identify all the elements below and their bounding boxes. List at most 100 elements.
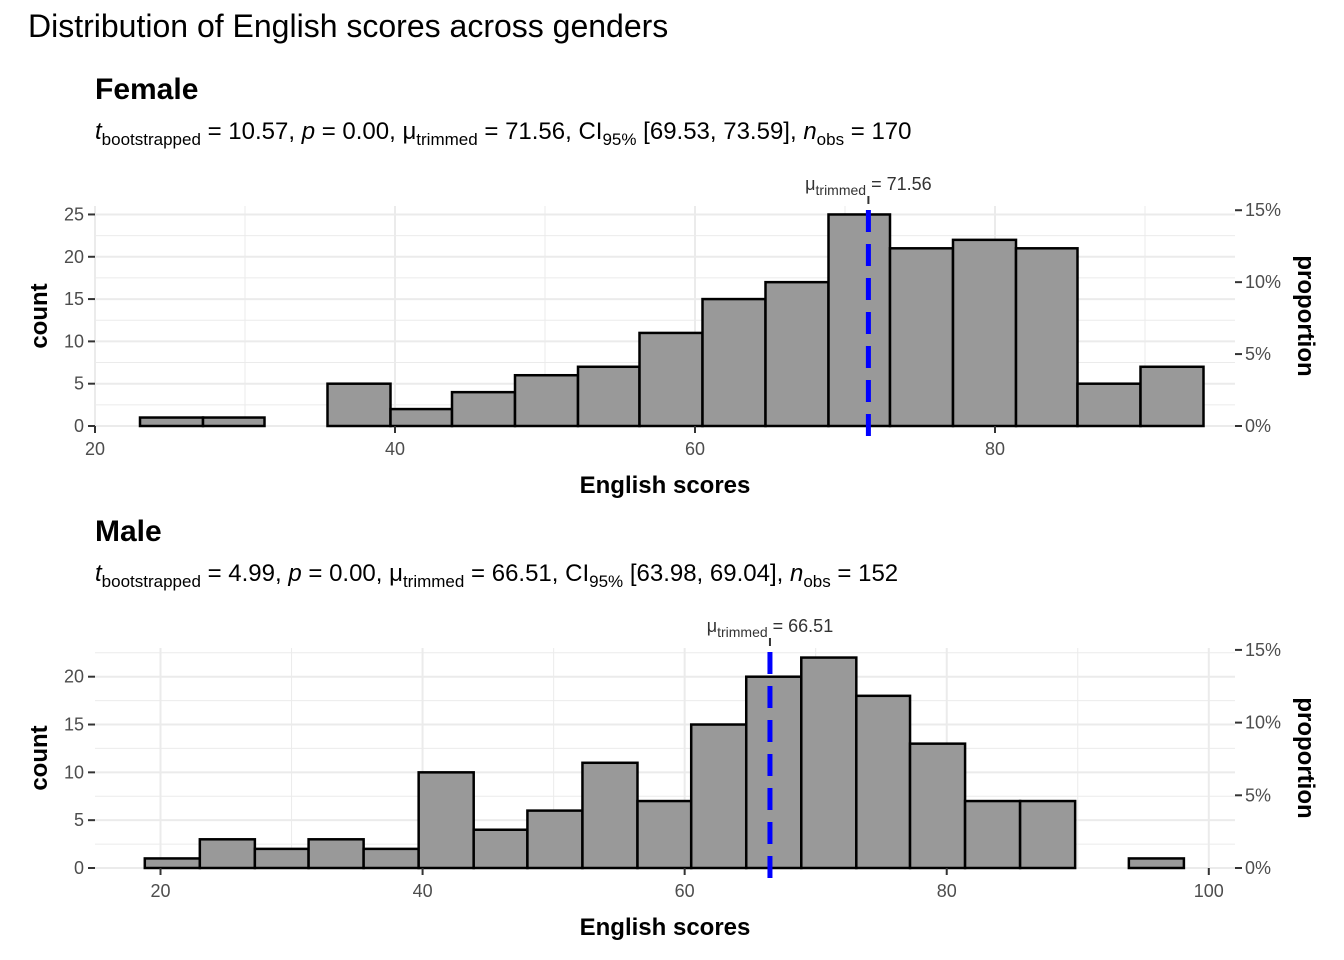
stat-p-value: 0.00 [342, 118, 389, 145]
histogram-bar [1127, 857, 1186, 870]
stat-mu-value: 71.56 [505, 118, 565, 145]
y2-tick-label: 5% [1245, 344, 1271, 364]
stat-equals: = [478, 118, 505, 145]
stat-mu-symbol: μ [389, 560, 403, 587]
x-tick-label: 60 [675, 881, 695, 901]
stat-separator: , [376, 560, 389, 587]
y2-tick-label: 15% [1245, 200, 1281, 220]
y2-tick-label: 0% [1245, 416, 1271, 436]
histogram-bar [908, 742, 967, 870]
stat-ci-value: [63.98, 69.04] [630, 560, 777, 587]
stat-t-symbol: t [95, 560, 103, 587]
x-tick-label: 100 [1194, 881, 1224, 901]
histogram-bar [138, 416, 205, 428]
facet-title: Female [95, 73, 198, 106]
y-tick-label: 15 [64, 715, 84, 735]
histogram-bar [636, 799, 693, 870]
stats-subtitle: tbootstrapped = 4.99, p = 0.00, μtrimmed… [95, 560, 898, 591]
stat-ci-label: CI [565, 560, 589, 587]
stat-equals: = [464, 560, 491, 587]
mean-annotation-symbol: μ [707, 616, 717, 636]
stat-separator: , [275, 560, 288, 587]
histogram-bar [963, 799, 1022, 870]
histogram-bar [143, 857, 202, 870]
histogram-bar [253, 847, 310, 870]
stat-n-value: 170 [871, 118, 911, 145]
stat-p-value: 0.00 [329, 560, 376, 587]
y-tick-label: 0 [74, 416, 84, 436]
histogram-bar [1018, 799, 1077, 870]
histogram-bar [526, 809, 584, 870]
stat-equals: = [201, 560, 228, 587]
stat-t-subscript: bootstrapped [102, 130, 201, 149]
y-tick-label: 5 [74, 374, 84, 394]
stat-p-symbol: p [301, 118, 315, 145]
stat-mu-subscript: trimmed [403, 572, 464, 591]
histogram-bar [581, 761, 639, 870]
x-tick-label: 40 [413, 881, 433, 901]
histogram-bar [744, 675, 803, 870]
histogram-bar [417, 771, 475, 870]
x-axis-title: English scores [580, 472, 751, 499]
stat-space [637, 118, 644, 145]
y-tick-label: 10 [64, 331, 84, 351]
stat-n-value: 152 [858, 560, 898, 587]
histogram-bar [198, 838, 257, 870]
stat-separator: , [790, 118, 803, 145]
x-tick-label: 20 [151, 881, 171, 901]
y2-tick-label: 10% [1245, 272, 1281, 292]
stat-n-symbol: n [803, 118, 816, 145]
stat-mu-value: 66.51 [492, 560, 552, 587]
histogram-bar [855, 694, 912, 870]
stat-equals: = [201, 118, 228, 145]
y-axis-title: count [26, 725, 53, 790]
stat-space [623, 560, 630, 587]
y2-tick-label: 15% [1245, 640, 1281, 660]
mean-annotation-equals: = [768, 616, 789, 636]
stat-ci-label: CI [578, 118, 602, 145]
stat-equals: = [831, 560, 858, 587]
facet-title: Male [95, 515, 162, 548]
y-tick-label: 0 [74, 858, 84, 878]
x-tick-label: 80 [985, 439, 1005, 459]
stat-t-value: 10.57 [228, 118, 288, 145]
y2-tick-label: 0% [1245, 858, 1271, 878]
histogram-bar [389, 407, 454, 428]
stat-p-symbol: p [287, 560, 301, 587]
stat-n-symbol: n [790, 560, 803, 587]
y2-tick-label: 5% [1245, 785, 1271, 805]
histogram-bar [888, 247, 955, 428]
mean-annotation-subscript: trimmed [717, 624, 768, 640]
x-tick-label: 40 [385, 439, 405, 459]
histogram-bar [307, 838, 365, 870]
stat-separator: , [777, 560, 790, 587]
stats-subtitle: tbootstrapped = 10.57, p = 0.00, μtrimme… [95, 118, 912, 149]
histogram-bar [450, 390, 517, 428]
histogram-bar [201, 416, 266, 428]
histogram-bar [576, 365, 641, 428]
y2-tick-label: 10% [1245, 713, 1281, 733]
stat-n-subscript: obs [817, 130, 844, 149]
histogram-bar [513, 373, 580, 428]
histogram-bar [326, 382, 392, 428]
histogram-bar [701, 297, 767, 428]
histogram-bar [472, 828, 529, 870]
mean-annotation-value: 66.51 [788, 616, 833, 636]
stat-ci-subscript: 95% [589, 572, 623, 591]
stat-mu-subscript: trimmed [416, 130, 477, 149]
stat-mu-symbol: μ [402, 118, 416, 145]
x-tick-label: 80 [937, 881, 957, 901]
stat-t-subscript: bootstrapped [102, 572, 201, 591]
histogram-bar [764, 280, 830, 428]
histogram-bar [1014, 247, 1079, 428]
stat-ci-subscript: 95% [602, 130, 636, 149]
stat-t-value: 4.99 [228, 560, 275, 587]
stat-equals: = [315, 118, 342, 145]
histogram-bar [951, 238, 1018, 428]
stat-equals: = [844, 118, 871, 145]
chart-title: Distribution of English scores across ge… [28, 8, 669, 44]
x-axis-title: English scores [580, 914, 751, 941]
y2-axis-title: proportion [1292, 255, 1319, 376]
y-tick-label: 20 [64, 247, 84, 267]
y-axis-title: count [26, 283, 53, 348]
